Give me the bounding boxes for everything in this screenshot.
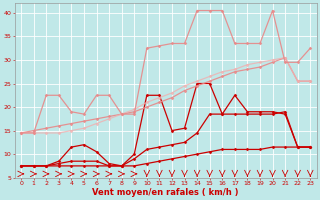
X-axis label: Vent moyen/en rafales ( km/h ): Vent moyen/en rafales ( km/h ) — [92, 188, 239, 197]
